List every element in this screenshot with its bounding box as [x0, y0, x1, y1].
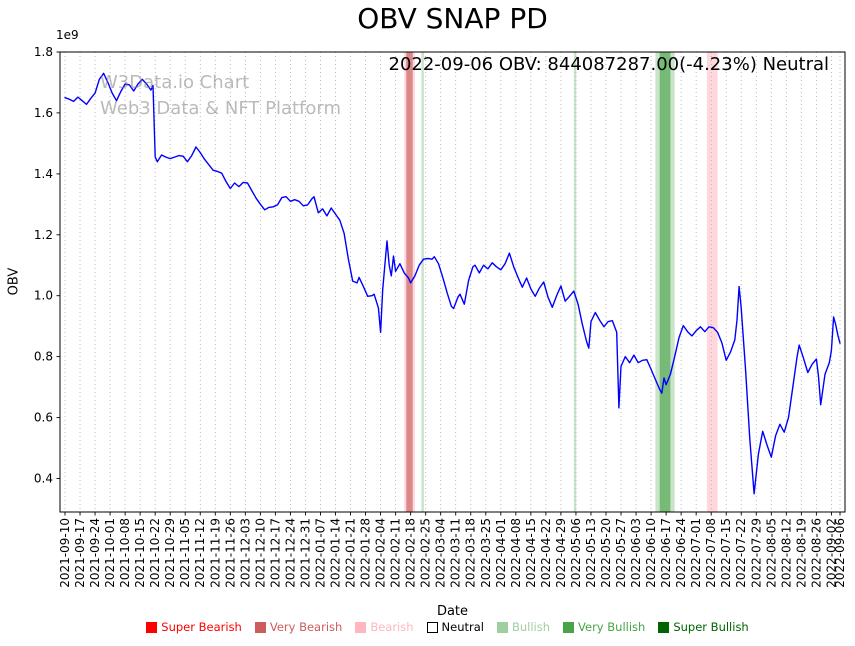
x-tick-label: 2022-01-14 [329, 518, 343, 588]
legend-label-very_bullish: Very Bullish [578, 620, 646, 634]
legend-label-neutral: Neutral [441, 620, 484, 634]
signal-band-bullish [421, 52, 424, 512]
legend-item-super_bullish: Super Bullish [658, 620, 749, 634]
x-tick-label: 2022-01-07 [314, 518, 328, 588]
x-tick-label: 2022-03-18 [464, 518, 478, 588]
x-tick-label: 2021-12-31 [298, 518, 312, 588]
y-tick-label: 1.4 [34, 167, 53, 181]
chart-title: OBV SNAP PD [357, 2, 548, 35]
legend-swatch-very_bullish [563, 621, 575, 633]
x-tick-label: 2022-06-03 [629, 518, 643, 588]
legend-item-bearish: Bearish [355, 620, 414, 634]
legend-label-bullish: Bullish [511, 620, 551, 634]
x-tick-label: 2021-11-26 [223, 518, 237, 588]
y-tick-label: 1.2 [34, 228, 53, 242]
legend-label-super_bullish: Super Bullish [673, 620, 749, 634]
legend-item-bullish: Bullish [496, 620, 551, 634]
x-tick-label: 2022-01-28 [359, 518, 373, 588]
y-tick-label: 0.4 [34, 472, 53, 486]
x-tick-label: 2022-03-11 [449, 518, 463, 588]
y-axis-label: OBV [6, 267, 22, 296]
x-tick-label: 2022-05-20 [599, 518, 613, 588]
legend-swatch-neutral [426, 621, 438, 633]
x-tick-label: 2022-07-29 [749, 518, 763, 588]
x-tick-label: 2022-01-21 [344, 518, 358, 588]
signal-band-bullish [573, 52, 577, 512]
x-tick-label: 2022-08-26 [809, 518, 823, 588]
x-tick-label: 2021-09-10 [58, 518, 72, 588]
legend-swatch-very_bearish [254, 621, 266, 633]
x-tick-label: 2021-11-19 [208, 518, 222, 588]
latest-value-annotation: 2022-09-06 OBV: 844087287.00(-4.23%) Neu… [388, 54, 830, 75]
x-tick-label: 2022-03-04 [434, 518, 448, 588]
x-tick-label: 2021-11-12 [193, 518, 207, 588]
x-tick-label: 2022-05-06 [569, 518, 583, 588]
x-tick-label: 2022-06-17 [659, 518, 673, 588]
x-tick-label: 2022-04-15 [524, 518, 538, 588]
x-tick-label: 2022-07-08 [704, 518, 718, 588]
x-tick-label: 2021-10-29 [163, 518, 177, 588]
x-tick-label: 2021-09-17 [73, 518, 87, 588]
x-tick-label: 2022-06-10 [644, 518, 658, 588]
y-tick-label: 1.0 [34, 289, 53, 303]
x-tick-label: 2021-10-08 [118, 518, 132, 588]
x-tick-label: 2021-12-17 [268, 518, 282, 588]
x-tick-label: 2021-12-03 [238, 518, 252, 588]
legend-swatch-super_bullish [658, 621, 670, 633]
x-tick-label: 2022-03-25 [479, 518, 493, 588]
legend-label-very_bearish: Very Bearish [269, 620, 343, 634]
x-tick-label: 2022-08-12 [779, 518, 793, 588]
legend-item-super_bearish: Super Bearish [146, 620, 242, 634]
x-tick-label: 2021-09-24 [88, 518, 102, 588]
legend-item-neutral: Neutral [426, 620, 484, 634]
x-tick-label: 2021-10-22 [148, 518, 162, 588]
x-tick-label: 2022-05-13 [584, 518, 598, 588]
x-tick-label: 2022-04-22 [539, 518, 553, 588]
x-tick-label: 2022-08-19 [794, 518, 808, 588]
x-tick-label: 2022-07-15 [719, 518, 733, 588]
y-tick-label: 1.6 [34, 106, 53, 120]
y-axis-offset-label: 1e9 [56, 28, 79, 42]
legend-swatch-super_bearish [146, 621, 158, 633]
signal-band-very_bullish [659, 52, 671, 512]
x-tick-label: 2022-02-18 [404, 518, 418, 588]
x-tick-label: 2021-12-24 [283, 518, 297, 588]
plot-border [59, 51, 846, 513]
legend-label-bearish: Bearish [370, 620, 414, 634]
x-tick-label: 2021-11-05 [178, 518, 192, 588]
x-tick-label: 2022-07-01 [689, 518, 703, 588]
x-tick-label: 2022-02-11 [389, 518, 403, 588]
x-tick-label: 2022-09-06 [833, 518, 847, 588]
signal-band-bearish [706, 52, 718, 512]
x-tick-label: 2021-10-15 [133, 518, 147, 588]
legend-label-super_bearish: Super Bearish [161, 620, 242, 634]
x-tick-label: 2022-06-24 [674, 518, 688, 588]
legend-item-very_bullish: Very Bullish [563, 620, 645, 634]
x-tick-label: 2021-10-01 [103, 518, 117, 588]
obv-line-series [64, 72, 841, 495]
legend-swatch-bearish [355, 621, 367, 633]
x-tick-label: 2022-02-04 [374, 518, 388, 588]
x-tick-label: 2022-04-01 [494, 518, 508, 588]
x-tick-label: 2022-04-08 [509, 518, 523, 588]
x-tick-label: 2022-04-29 [554, 518, 568, 588]
x-tick-label: 2022-05-27 [614, 518, 628, 588]
x-tick-label: 2022-07-22 [734, 518, 748, 588]
legend-item-very_bearish: Very Bearish [254, 620, 343, 634]
x-axis-label: Date [436, 604, 469, 619]
signal-legend: Super Bearish Very Bearish Bearish Neutral B… [40, 620, 855, 634]
legend-swatch-bullish [496, 621, 508, 633]
x-tick-label: 2022-09-02 [824, 518, 838, 588]
y-tick-label: 1.8 [34, 45, 53, 59]
y-tick-label: 0.6 [34, 411, 53, 425]
x-tick-label: 2022-08-05 [764, 518, 778, 588]
x-tick-label: 2021-12-10 [253, 518, 267, 588]
x-tick-label: 2022-02-25 [419, 518, 433, 588]
y-tick-label: 0.8 [34, 350, 53, 364]
